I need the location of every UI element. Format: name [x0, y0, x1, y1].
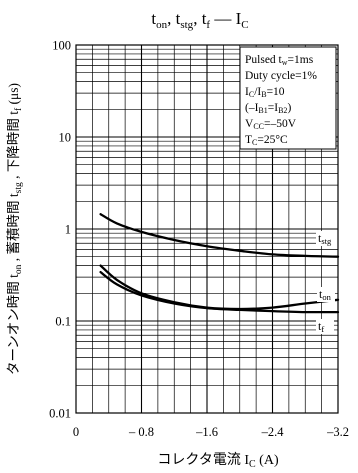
grid	[76, 45, 338, 414]
condition-line-tc: TC=25°C	[245, 134, 288, 147]
plot-frame	[75, 44, 339, 414]
conditions-box-frame	[239, 46, 337, 150]
series-label-bg-tf	[316, 319, 334, 334]
conditions-box: Pulsed tw=1ms Duty cycle=1% IC/IB=10 (–I…	[239, 46, 337, 150]
y-tick-label: 0.01	[49, 407, 71, 421]
y-tick-label: 1	[65, 223, 71, 237]
series-line-tf	[99, 270, 340, 314]
condition-line-pulsed: Pulsed tw=1ms	[245, 54, 314, 67]
series-line-tstg	[99, 213, 340, 258]
condition-line-vcc: VCC=–50V	[245, 118, 297, 131]
tick-labels: 100 10 1 0.1 0.010 – 0.8 –1.6 –2.4 –3.2	[49, 39, 349, 440]
x-tick-label: 0	[73, 425, 79, 439]
series-line-ton	[99, 264, 340, 311]
y-tick-label: 10	[59, 131, 72, 145]
series-lines	[99, 213, 340, 314]
x-tick-label: – 0.8	[128, 425, 154, 439]
x-axis-label: コレクタ電流 IC (A)	[157, 452, 279, 470]
condition-line-ratio: IC/IB=10	[245, 86, 285, 99]
series-label-ton: ton	[319, 287, 332, 302]
y-tick-label: 0.1	[55, 315, 71, 329]
x-tick-label: –2.4	[261, 425, 285, 439]
y-tick-label: 100	[52, 39, 71, 53]
series-labels: tstg ton tf	[316, 231, 338, 334]
series-label-tstg: tstg	[318, 231, 332, 246]
chart-title: ton, tstg, tf — IC	[151, 9, 248, 31]
series-label-bg-tstg	[316, 231, 338, 246]
condition-line-duty: Duty cycle=1%	[245, 70, 317, 82]
x-tick-label: –3.2	[326, 425, 349, 439]
series-label-bg-ton	[317, 287, 335, 302]
y-axis-label: ターンオン時間 ton , 蓄積時間 tstg , 下降時間 tf (μs)	[6, 83, 24, 375]
series-label-tf: tf	[318, 319, 324, 334]
x-tick-label: –1.6	[195, 425, 218, 439]
condition-line-base: (–IB1=IB2)	[245, 102, 291, 115]
